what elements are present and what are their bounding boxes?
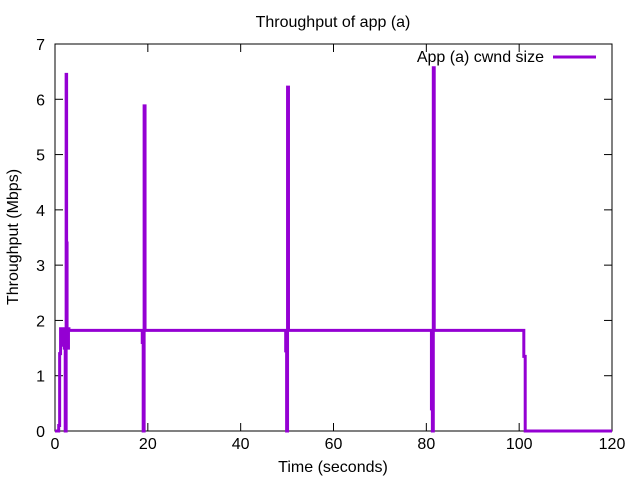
x-tick-label: 40: [232, 436, 250, 453]
chart-title: Throughput of app (a): [256, 14, 411, 31]
y-tick-label: 4: [36, 203, 45, 220]
x-tick-label: 20: [139, 436, 157, 453]
x-axis-title: Time (seconds): [278, 459, 388, 476]
y-axis: 0 1 2 3 4 5 6 7: [36, 37, 612, 441]
x-tick-label: 60: [325, 436, 343, 453]
y-tick-label: 1: [36, 369, 45, 386]
legend-label: App (a) cwnd size: [417, 49, 544, 66]
y-tick-label: 6: [36, 92, 45, 109]
legend: App (a) cwnd size: [417, 49, 596, 66]
x-axis: 0 20 40 60 80 100 120: [51, 44, 626, 453]
x-tick-label: 0: [51, 436, 60, 453]
x-tick-label: 100: [506, 436, 533, 453]
plot-border: [54, 43, 613, 432]
series-line: [55, 66, 612, 433]
y-tick-label: 2: [36, 313, 45, 330]
x-tick-label: 80: [417, 436, 435, 453]
y-axis-title: Throughput (Mbps): [5, 169, 22, 305]
y-tick-label: 0: [36, 424, 45, 441]
y-tick-label: 5: [36, 148, 45, 165]
x-tick-label: 120: [599, 436, 626, 453]
series-layer: [55, 66, 612, 433]
y-tick-label: 3: [36, 258, 45, 275]
y-tick-label: 7: [36, 37, 45, 54]
